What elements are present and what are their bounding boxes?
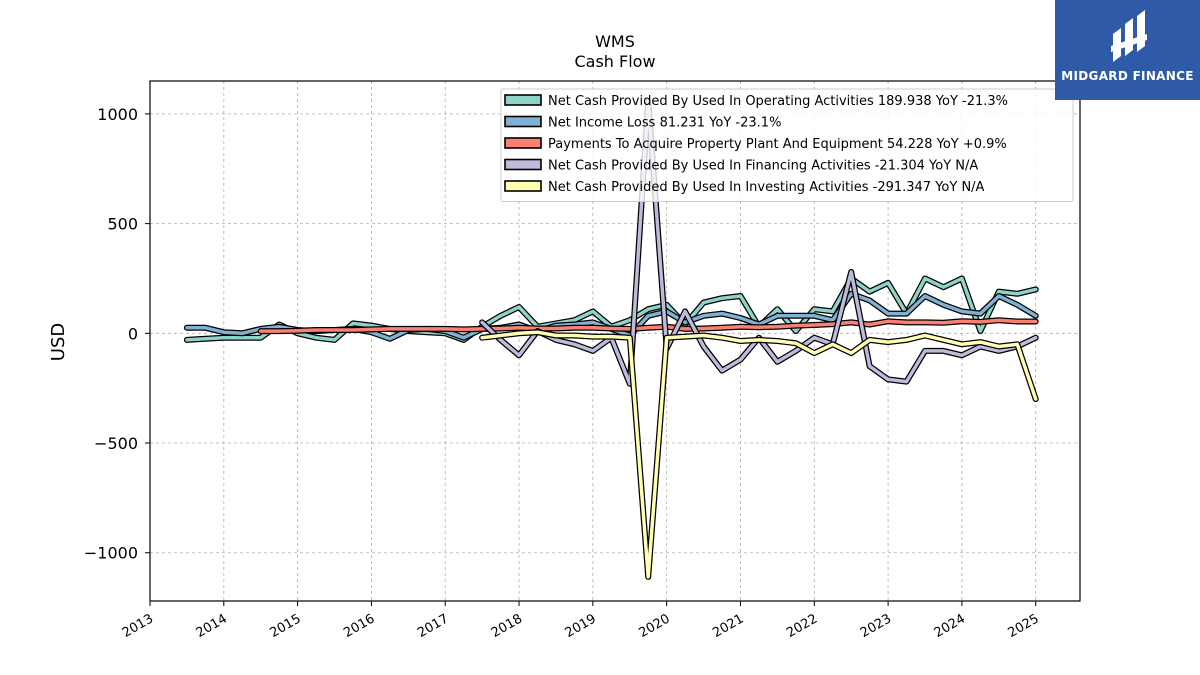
x-tick-label: 2019 [563, 611, 599, 641]
x-tick-label: 2022 [784, 611, 820, 641]
series-line-4 [480, 330, 1038, 579]
legend-box [500, 88, 1074, 202]
y-axis-label: USD [48, 323, 69, 361]
series-outline-4 [479, 329, 1039, 580]
x-tick-label: 2023 [858, 611, 894, 641]
logo-icon [1111, 10, 1147, 62]
legend-swatch [504, 115, 542, 128]
logo-text: MIDGARD FINANCE [1061, 69, 1194, 83]
legend-entry: Net Cash Provided By Used In Operating A… [548, 94, 1008, 109]
legend: Net Cash Provided By Used In Operating A… [500, 88, 1074, 202]
x-tick-label: 2024 [932, 611, 968, 641]
plot-frame [149, 80, 1081, 602]
legend-swatch [504, 137, 542, 149]
brand-logo: MIDGARD FINANCE [1055, 0, 1200, 100]
x-tick-label: 2018 [489, 611, 525, 641]
x-tick-label: 2016 [341, 611, 377, 641]
legend-entry: Net Cash Provided By Used In Financing A… [548, 159, 978, 174]
legend-swatch [504, 158, 542, 171]
chart-subtitle: Cash Flow [574, 52, 656, 71]
series-line-2 [258, 318, 1038, 333]
x-tick-label: 2017 [415, 611, 451, 641]
x-tick-label: 2021 [710, 611, 746, 641]
y-tick-label: 1000 [97, 105, 138, 124]
x-tick-label: 2020 [637, 611, 673, 641]
legend-swatch [504, 94, 542, 106]
y-tick-label: 0 [128, 324, 138, 343]
series-lines [183, 97, 1039, 580]
legend-entry: Net Cash Provided By Used In Investing A… [548, 180, 985, 195]
x-tick-label: 2013 [120, 611, 156, 641]
chart-title: WMS [595, 32, 635, 51]
x-tick-label: 2015 [267, 611, 303, 641]
legend-entry: Net Income Loss 81.231 YoY -23.1% [548, 116, 781, 131]
y-tick-label: 500 [107, 215, 138, 234]
legend-entry: Payments To Acquire Property Plant And E… [548, 137, 1007, 152]
legend-swatch [504, 180, 542, 192]
x-tick-label: 2025 [1006, 611, 1042, 641]
y-tick-label: −1000 [84, 544, 138, 563]
y-tick-label: −500 [94, 434, 138, 453]
x-tick-label: 2014 [194, 611, 230, 641]
